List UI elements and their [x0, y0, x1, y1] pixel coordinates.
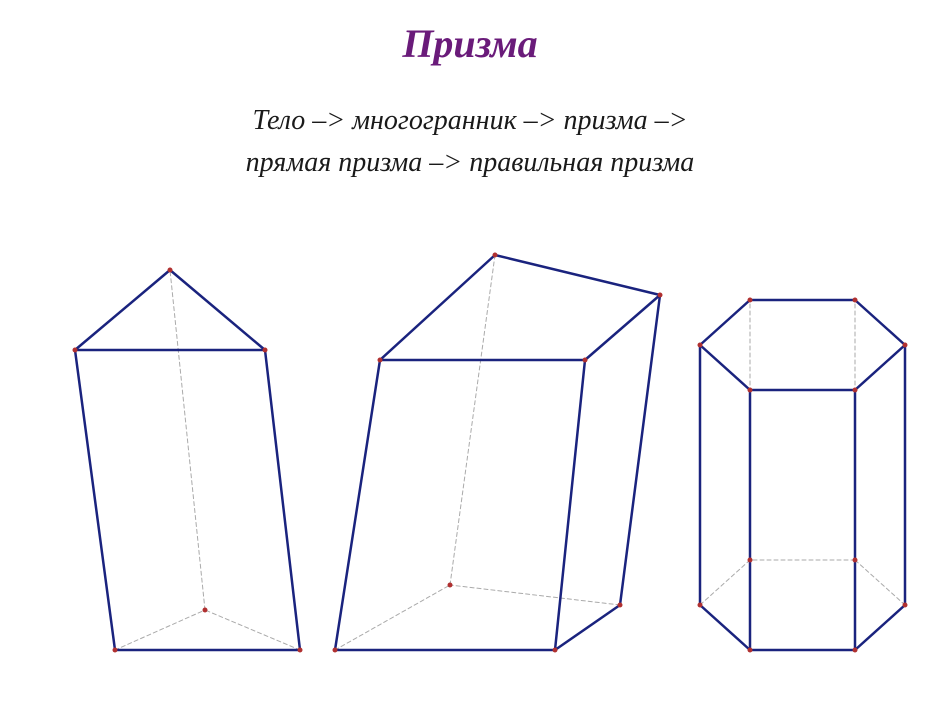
hierarchy-text: Тело –> многогранник –> призма –> прямая… [0, 100, 940, 184]
triangular-oblique-prism [73, 268, 303, 653]
quad-oblique-prism [333, 253, 663, 653]
prism-svg [0, 230, 940, 670]
hexagonal-right-prism [698, 298, 908, 653]
prism-diagram [0, 230, 940, 670]
page-title: Призма [0, 20, 940, 67]
hierarchy-line-2: прямая призма –> правильная призма [0, 142, 940, 184]
hierarchy-line-1: Тело –> многогранник –> призма –> [0, 100, 940, 142]
